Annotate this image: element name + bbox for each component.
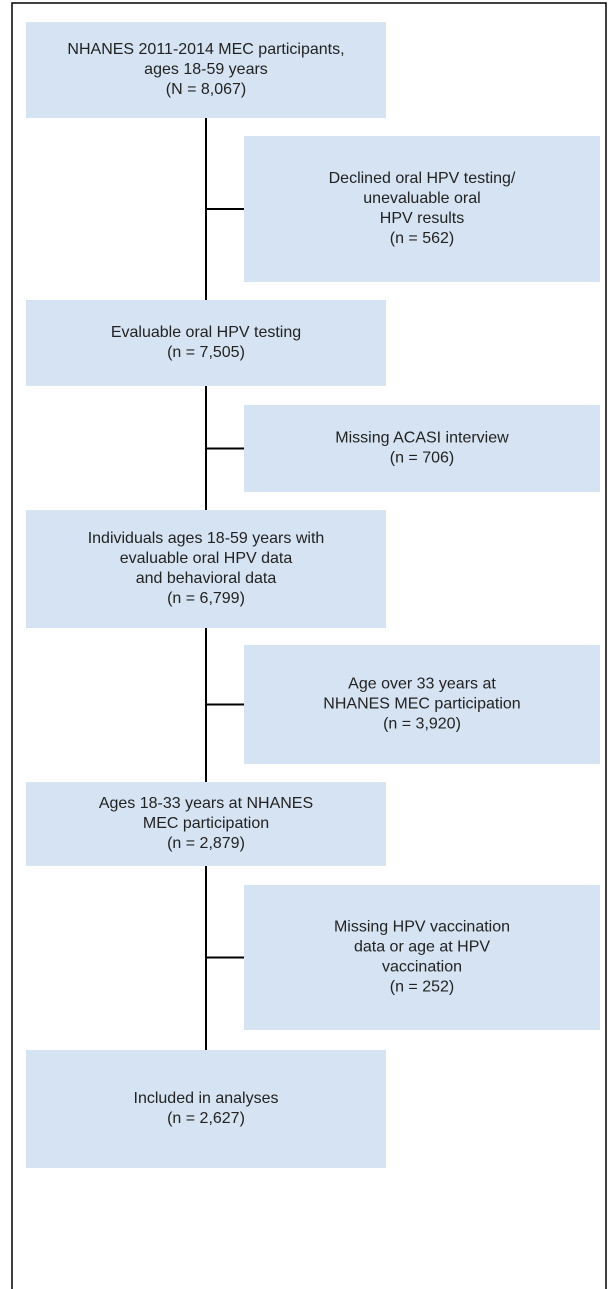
step-box-text: (n = 7,505) bbox=[167, 344, 245, 361]
step-box-text: Included in analyses bbox=[134, 1090, 279, 1107]
step-box-text: (N = 8,067) bbox=[166, 81, 246, 98]
step-box-text: NHANES 2011-2014 MEC participants, bbox=[67, 41, 344, 58]
exclusion-box-text: (n = 252) bbox=[390, 979, 454, 996]
step-box bbox=[26, 1050, 386, 1168]
step-box-text: (n = 6,799) bbox=[167, 590, 245, 607]
exclusion-box-text: NHANES MEC participation bbox=[323, 696, 520, 713]
exclusion-box bbox=[244, 405, 600, 492]
step-box bbox=[26, 510, 386, 628]
exclusion-box-text: (n = 562) bbox=[390, 230, 454, 247]
step-box-text: and behavioral data bbox=[136, 570, 277, 587]
exclusion-box bbox=[244, 645, 600, 764]
exclusion-box-text: vaccination bbox=[382, 959, 462, 976]
step-box-text: MEC participation bbox=[143, 815, 269, 832]
step-box-text: evaluable oral HPV data bbox=[120, 550, 293, 567]
exclusion-box-text: Age over 33 years at bbox=[348, 676, 496, 693]
step-box bbox=[26, 782, 386, 866]
exclusion-box bbox=[244, 136, 600, 282]
step-box bbox=[26, 300, 386, 386]
exclusion-box-text: (n = 706) bbox=[390, 450, 454, 467]
exclusion-box bbox=[244, 885, 600, 1030]
exclusion-box-text: (n = 3,920) bbox=[383, 716, 461, 733]
exclusion-box-text: Declined oral HPV testing/ bbox=[329, 170, 516, 187]
step-box-text: Individuals ages 18-59 years with bbox=[88, 530, 325, 547]
step-box-text: (n = 2,627) bbox=[167, 1110, 245, 1127]
step-box-text: ages 18-59 years bbox=[144, 61, 268, 78]
exclusion-box-text: HPV results bbox=[380, 210, 464, 227]
exclusion-box-text: Missing HPV vaccination bbox=[334, 919, 510, 936]
exclusion-box-text: Missing ACASI interview bbox=[335, 430, 509, 447]
step-box-text: Ages 18-33 years at NHANES bbox=[99, 795, 313, 812]
step-box bbox=[26, 22, 386, 118]
step-box-text: Evaluable oral HPV testing bbox=[111, 324, 301, 341]
frame bbox=[11, 2, 607, 1289]
step-box-text: (n = 2,879) bbox=[167, 835, 245, 852]
exclusion-box-text: data or age at HPV bbox=[354, 939, 490, 956]
exclusion-box-text: unevaluable oral bbox=[363, 190, 480, 207]
